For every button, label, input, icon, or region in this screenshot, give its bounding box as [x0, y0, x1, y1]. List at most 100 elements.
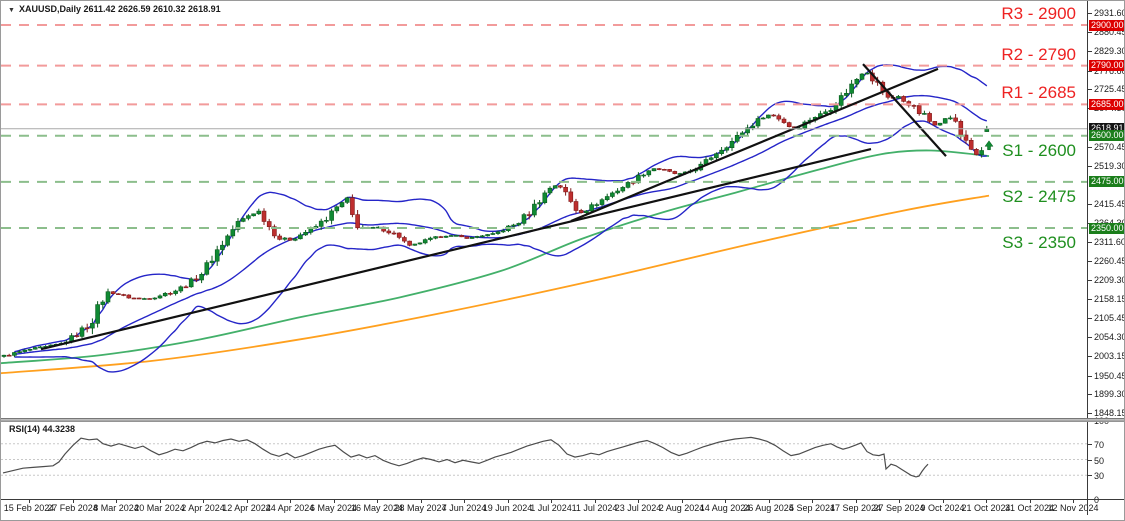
candle[interactable] [324, 216, 329, 224]
candle[interactable] [724, 146, 730, 153]
candle[interactable] [74, 332, 80, 338]
candle[interactable] [105, 288, 111, 304]
candle[interactable] [849, 79, 854, 98]
candle[interactable] [532, 199, 537, 218]
candle[interactable] [563, 184, 568, 196]
candle[interactable] [95, 301, 100, 328]
candle[interactable] [729, 137, 735, 151]
candle[interactable] [318, 218, 324, 230]
candle[interactable] [334, 205, 340, 214]
candle[interactable] [428, 236, 433, 242]
candle[interactable] [573, 198, 579, 214]
candle[interactable] [162, 292, 168, 297]
candle[interactable] [298, 232, 303, 240]
candle[interactable] [854, 78, 860, 88]
candle[interactable] [422, 238, 428, 245]
candle[interactable] [131, 297, 137, 300]
candle[interactable] [339, 201, 345, 208]
candle[interactable] [178, 285, 184, 293]
candle[interactable] [901, 95, 906, 103]
candle[interactable] [220, 240, 225, 256]
candle[interactable] [370, 226, 376, 229]
price-axis[interactable]: 2931.602880.452829.302776.602725.452674.… [1088, 1, 1124, 520]
candle[interactable] [402, 235, 407, 243]
candle[interactable] [204, 260, 210, 276]
candle[interactable] [168, 291, 173, 296]
candle[interactable] [656, 168, 662, 171]
candle[interactable] [516, 222, 522, 227]
candle[interactable] [84, 323, 90, 333]
candle[interactable] [771, 114, 776, 117]
candle[interactable] [599, 198, 605, 207]
candle[interactable] [485, 234, 490, 237]
candle[interactable] [136, 297, 142, 300]
candle[interactable] [272, 224, 277, 239]
sr-label[interactable]: S2 - 2475 [1002, 186, 1076, 206]
candle[interactable] [438, 235, 444, 238]
candle[interactable] [521, 213, 527, 226]
candle[interactable] [896, 95, 901, 99]
candle[interactable] [719, 147, 724, 156]
candle[interactable] [282, 237, 288, 241]
candle[interactable] [32, 346, 38, 350]
candle[interactable] [615, 188, 620, 195]
candle[interactable] [1, 354, 7, 358]
candle[interactable] [100, 300, 106, 309]
candle[interactable] [412, 243, 418, 246]
candle[interactable] [391, 230, 397, 235]
bollinger-lower[interactable] [14, 120, 987, 373]
candle[interactable] [781, 117, 787, 124]
candle[interactable] [12, 351, 17, 357]
chart-menu-icon[interactable]: ▼ [8, 7, 15, 14]
candle[interactable] [454, 234, 459, 237]
candle[interactable] [974, 148, 979, 156]
pane-splitter[interactable] [1, 418, 1124, 422]
candle[interactable] [152, 297, 158, 301]
bollinger-middle[interactable] [14, 94, 988, 356]
candle[interactable] [38, 345, 43, 349]
candle[interactable] [864, 72, 870, 75]
candle[interactable] [610, 191, 615, 199]
candle[interactable] [604, 193, 610, 202]
candle[interactable] [646, 170, 652, 177]
candle[interactable] [490, 231, 496, 235]
candle[interactable] [407, 240, 412, 247]
candle[interactable] [350, 194, 355, 218]
candle[interactable] [568, 188, 574, 204]
candle[interactable] [110, 291, 116, 295]
candle[interactable] [386, 229, 392, 235]
bollinger-upper[interactable] [14, 64, 988, 353]
candle[interactable] [266, 218, 272, 231]
candle[interactable] [209, 255, 215, 267]
candle[interactable] [251, 213, 256, 217]
candle[interactable] [537, 200, 542, 208]
trendline-3[interactable] [862, 63, 947, 157]
sr-label[interactable]: S1 - 2600 [1002, 140, 1076, 160]
candle[interactable] [147, 298, 152, 300]
trendline-1[interactable] [40, 148, 872, 351]
candle[interactable] [932, 121, 938, 126]
candle[interactable] [214, 245, 220, 266]
candle[interactable] [495, 230, 501, 235]
candle[interactable] [121, 293, 126, 297]
candle[interactable] [552, 185, 558, 189]
candle[interactable] [256, 208, 262, 215]
candle[interactable] [188, 277, 194, 288]
candle[interactable] [292, 237, 298, 242]
rsi-pane[interactable] [1, 421, 1088, 499]
candle[interactable] [459, 234, 464, 238]
candle[interactable] [859, 73, 865, 81]
candle[interactable] [672, 170, 678, 175]
candle[interactable] [542, 190, 548, 205]
candle[interactable] [79, 325, 85, 339]
candle[interactable] [760, 116, 766, 120]
candle[interactable] [963, 130, 969, 144]
candle[interactable] [745, 124, 750, 136]
candle[interactable] [448, 234, 454, 237]
sr-label[interactable]: R3 - 2900 [1001, 4, 1076, 23]
trendline-2[interactable] [570, 67, 939, 223]
candle[interactable] [708, 156, 714, 161]
candle[interactable] [786, 121, 792, 128]
candle[interactable] [277, 233, 282, 241]
candle[interactable] [90, 318, 95, 335]
